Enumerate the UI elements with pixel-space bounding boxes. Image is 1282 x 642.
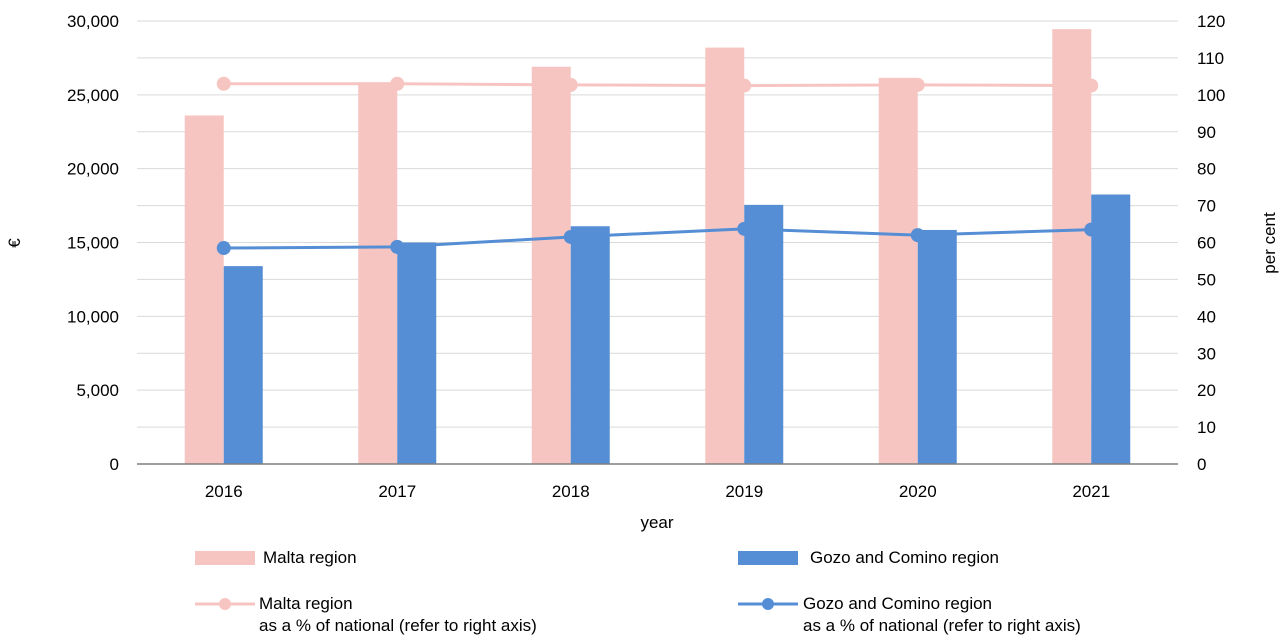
line-malta — [223, 82, 1092, 88]
point-malta-2017 — [390, 76, 405, 91]
right-tick-label: 0 — [1197, 455, 1206, 474]
point-gozo-2021 — [1084, 222, 1099, 237]
right-tick-label: 40 — [1197, 307, 1216, 326]
point-malta-2019 — [737, 78, 752, 93]
right-tick-label: 70 — [1197, 197, 1216, 216]
legend-label-gozo-line: Gozo and Comino region — [803, 594, 993, 613]
legend-label-malta-bar: Malta region — [263, 548, 357, 567]
legend-label-gozo-bar: Gozo and Comino region — [810, 548, 1000, 567]
legend-label-malta-line-note: as a % of national (refer to right axis) — [259, 616, 537, 635]
left-tick-label: 0 — [110, 455, 119, 474]
left-axis-ticks: 0 5,000 10,000 15,000 20,000 25,000 30,000 — [67, 12, 119, 474]
left-tick-label: 10,000 — [67, 307, 119, 326]
bar-malta-2019 — [705, 47, 745, 464]
point-gozo-2020 — [910, 228, 925, 243]
right-axis-ticks: 0 10 20 30 40 50 60 70 80 90 100 110 120 — [1197, 12, 1225, 474]
left-axis-title: € — [5, 238, 24, 248]
bar-gozo-2021 — [1091, 194, 1131, 464]
right-tick-label: 30 — [1197, 344, 1216, 363]
x-tick-label: 2019 — [725, 482, 763, 501]
bar-gozo-2020 — [917, 229, 957, 464]
line-series — [216, 76, 1099, 256]
legend-swatch-gozo-bar — [738, 551, 798, 565]
legend-label-malta-line: Malta region — [259, 594, 353, 613]
x-tick-label: 2016 — [205, 482, 243, 501]
bar-malta-2021 — [1052, 29, 1092, 464]
left-tick-label: 30,000 — [67, 12, 119, 31]
bar-malta-2018 — [531, 66, 571, 464]
point-gozo-2018 — [563, 229, 578, 244]
point-gozo-2019 — [737, 221, 752, 236]
x-tick-label: 2017 — [378, 482, 416, 501]
x-axis-ticks: 2016 2017 2018 2019 2020 2021 — [205, 482, 1110, 501]
point-malta-2021 — [1084, 78, 1099, 93]
right-tick-label: 20 — [1197, 381, 1216, 400]
right-tick-label: 80 — [1197, 160, 1216, 179]
point-malta-2016 — [216, 76, 231, 91]
right-tick-label: 90 — [1197, 123, 1216, 142]
point-malta-2020 — [910, 77, 925, 92]
legend-swatch-gozo-line — [738, 598, 798, 610]
right-axis-title: per cent — [1260, 212, 1279, 274]
left-tick-label: 25,000 — [67, 86, 119, 105]
point-gozo-2016 — [216, 241, 231, 256]
right-tick-label: 50 — [1197, 270, 1216, 289]
legend-swatch-malta-bar — [195, 551, 255, 565]
bar-gozo-2017 — [397, 242, 437, 464]
line-gozo — [223, 227, 1092, 250]
bar-malta-2016 — [184, 115, 224, 465]
bar-gozo-2018 — [570, 226, 610, 464]
right-tick-label: 10 — [1197, 418, 1216, 437]
bar-malta-2017 — [358, 82, 398, 464]
gridlines — [137, 20, 1178, 428]
left-tick-label: 20,000 — [67, 160, 119, 179]
x-axis-title: year — [640, 513, 673, 532]
legend-swatch-malta-line — [195, 598, 255, 610]
point-malta-2018 — [563, 77, 578, 92]
bar-gozo-2019 — [744, 204, 784, 464]
right-tick-label: 110 — [1197, 49, 1224, 68]
legend-label-gozo-line-note: as a % of national (refer to right axis) — [803, 616, 1081, 635]
x-tick-label: 2020 — [899, 482, 937, 501]
left-tick-label: 15,000 — [67, 234, 119, 253]
right-tick-label: 60 — [1197, 234, 1216, 253]
bar-gozo-2016 — [223, 266, 263, 464]
bar-malta-2020 — [878, 77, 918, 464]
left-tick-label: 5,000 — [76, 381, 119, 400]
point-gozo-2017 — [390, 239, 405, 254]
right-tick-label: 100 — [1197, 86, 1225, 105]
x-tick-label: 2018 — [552, 482, 590, 501]
x-tick-label: 2021 — [1072, 482, 1110, 501]
bars — [184, 29, 1131, 465]
right-tick-label: 120 — [1197, 12, 1225, 31]
